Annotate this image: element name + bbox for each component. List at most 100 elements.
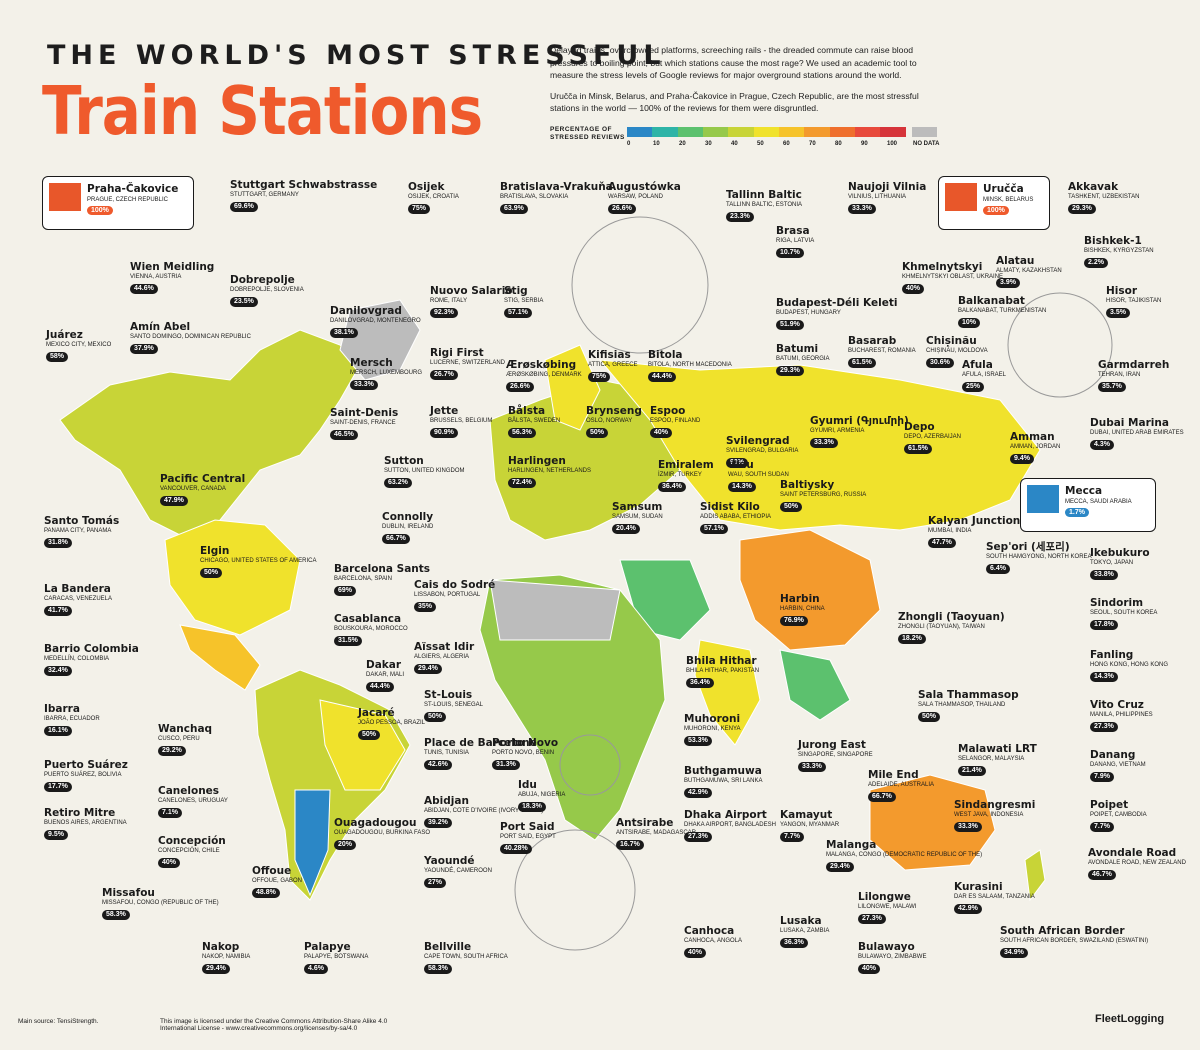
station-name: Lusaka xyxy=(780,915,822,927)
stress-value-badge: 38.1% xyxy=(330,328,358,338)
station-location: DUBLIN, IRELAND xyxy=(382,524,434,530)
station-location: BARCELONA, SPAIN xyxy=(334,576,392,582)
station-label: Harlingen HARLINGEN, NETHERLANDS 72.4% xyxy=(508,456,591,488)
station-location: DANANG, VIETNAM xyxy=(1090,762,1146,768)
legend-label: PERCENTAGE OF STRESSED REVIEWS xyxy=(550,126,625,141)
station-name: Sala Thammasop xyxy=(918,689,1019,701)
station-label: Missafou MISSAFOU, CONGO (REPUBLIC OF THE… xyxy=(102,888,219,920)
station-label: Pacific Central VANCOUVER, CANADA 47.9% xyxy=(160,474,245,506)
station-label: Akkavak TASHKENT, UZBEKISTAN 29.3% xyxy=(1068,182,1139,214)
station-label: Budapest-Déli Keleti BUDAPEST, HUNGARY 51.… xyxy=(776,298,897,330)
station-location: CONCEPCIÓN, CHILE xyxy=(158,848,220,854)
station-location: KHMELNYTSKYI OBLAST, UKRAINE xyxy=(902,274,1004,280)
station-location: STUTTGART, GERMANY xyxy=(230,192,299,198)
station-name: Mersch xyxy=(350,357,393,369)
station-label: Buthgamuwa BUTHGAMUWA, SRI LANKA 42.9% xyxy=(684,766,762,798)
station-name: Avondale Road xyxy=(1088,847,1177,859)
station-name: Barrio Colombia xyxy=(44,643,139,655)
station-label: Brasa RIGA, LATVIA 10.7% xyxy=(776,226,814,258)
stress-value-badge: 25% xyxy=(962,382,985,392)
station-location: CANELONES, URUGUAY xyxy=(158,798,228,804)
station-label: Afula AFULA, ISRAEL 25% xyxy=(962,360,1006,392)
station-label: Bhila Hithar BHILA HITHAR, PAKISTAN 36.4% xyxy=(686,656,759,688)
station-label: Khmelnytskyi KHMELNYTSKYI OBLAST, UKRAINE… xyxy=(902,262,1003,294)
stress-value-badge: 58.3% xyxy=(424,964,452,974)
station-label: Bitola BITOLA, NORTH MACEDONIA 44.4% xyxy=(648,350,732,382)
station-location: CANHOCA, ANGOLA xyxy=(684,938,743,944)
station-name: Bitola xyxy=(648,349,683,361)
station-location: DUBAI, UNITED ARAB EMIRATES xyxy=(1090,430,1184,436)
station-location: PORT SAID, EGYPT xyxy=(500,834,556,840)
station-label: Palapye PALAPYE, BOTSWANA 4.6% xyxy=(304,942,368,974)
legend-tick: 70 xyxy=(809,141,816,147)
station-location: BUENOS AIRES, ARGENTINA xyxy=(44,820,127,826)
station-location: SOUTH AFRICAN BORDER, SWAZILAND (ESWATIN… xyxy=(1000,938,1149,944)
station-label: Porto Novo PORTO NOVO, BENIN 31.3% xyxy=(492,738,558,770)
station-label: Wien Meidling VIENNA, AUSTRIA 44.6% xyxy=(130,262,214,294)
legend-swatch xyxy=(753,127,779,137)
station-location: CAPE TOWN, SOUTH AFRICA xyxy=(424,954,508,960)
station-label: Abidjan ABIDJAN, COTE D'IVOIRE (IVORY COA… xyxy=(424,796,543,828)
stress-value-badge: 51.9% xyxy=(776,320,804,330)
station-label: Bratislava-Vrakuňa BRATISLAVA, SLOVAKIA 63… xyxy=(500,182,613,214)
station-name: Osijek xyxy=(408,181,445,193)
legend-tick: 60 xyxy=(783,141,790,147)
station-label: Harbin HARBIN, CHINA 76.9% xyxy=(780,594,825,626)
stress-value-badge: 7.1% xyxy=(158,808,182,818)
legend-scale xyxy=(627,127,937,137)
region-usa xyxy=(164,519,301,636)
station-location: MANILA, PHILIPPINES xyxy=(1090,712,1153,718)
color-legend: PERCENTAGE OF STRESSED REVIEWS 0 10 20 30 40… xyxy=(550,124,950,154)
station-name: Juárez xyxy=(46,329,83,341)
station-name: Nuovo Salario xyxy=(430,285,513,297)
legend-swatch xyxy=(677,127,703,137)
region-canada xyxy=(59,329,361,541)
stress-value-badge: 16.1% xyxy=(44,726,72,736)
station-location: JOÃO PESSOA, BRAZIL xyxy=(358,720,426,726)
station-label: Dhaka Airport DHAKA AIRPORT, BANGLADESH 27… xyxy=(684,810,776,842)
station-name: Zhongli (Taoyuan) xyxy=(898,611,1005,623)
stress-value-badge: 35% xyxy=(414,602,437,612)
station-label: Basarab BUCHAREST, ROMANIA 61.5% xyxy=(848,336,916,368)
station-name: Emiralem xyxy=(658,459,714,471)
station-name: Harlingen xyxy=(508,455,566,467)
stress-value-badge: 66.7% xyxy=(868,792,896,802)
stress-value-badge: 1.7% xyxy=(1065,508,1089,517)
station-location: MISSAFOU, CONGO (REPUBLIC OF THE) xyxy=(102,900,219,906)
station-name: Ouagadougou xyxy=(334,817,417,829)
stress-value-badge: 29.3% xyxy=(1068,204,1096,214)
station-label: Kalyan Junction MUMBAI, INDIA 47.7% xyxy=(928,516,1020,548)
legend-tick: 90 xyxy=(861,141,868,147)
station-name: Gyumri (Գյումրի) xyxy=(810,415,909,427)
station-label: Ikebukuro TOKYO, JAPAN 33.8% xyxy=(1090,548,1150,580)
station-location: SVILENGRAD, BULGARIA xyxy=(726,448,799,454)
station-label: Place de Barcelone TUNIS, TUNISIA 42.6% xyxy=(424,738,537,770)
station-location: BRUSSELS, BELGIUM xyxy=(430,418,493,424)
stress-value-badge: 40% xyxy=(158,858,181,868)
stress-value-badge: 57.1% xyxy=(504,308,532,318)
station-label: Elgin CHICAGO, UNITED STATES OF AMERICA 50… xyxy=(200,546,316,578)
station-label: Cais do Sodré LISSABON, PORTUGAL 35% xyxy=(414,580,495,612)
station-label: Amman AMMAN, JORDAN 9.4% xyxy=(1010,432,1060,464)
stress-value-badge: 90.9% xyxy=(430,428,458,438)
station-label: Jurong East SINGAPORE, SINGAPORE 33.3% xyxy=(798,740,873,772)
stress-value-badge: 50% xyxy=(586,428,609,438)
station-name: Sidist Kilo xyxy=(700,501,760,513)
station-label: Sutton SUTTON, UNITED KINGDOM 63.2% xyxy=(384,456,465,488)
station-label: Dobrepolje DOBREPOLJE, SLOVENIA 23.5% xyxy=(230,275,304,307)
station-label: Dakar DAKAR, MALI 44.4% xyxy=(366,660,404,692)
station-location: BUTHGAMUWA, SRI LANKA xyxy=(684,778,763,784)
intro-text: Delayed trains, overcrowded platforms, s… xyxy=(550,44,945,123)
intro-paragraph-1: Delayed trains, overcrowded platforms, s… xyxy=(550,45,917,80)
station-location: VANCOUVER, CANADA xyxy=(160,486,226,492)
station-name: Bhila Hithar xyxy=(686,655,757,667)
station-name: Cais do Sodré xyxy=(414,579,496,591)
station-label: Chișinău CHIȘINĂU, MOLDOVA 30.6% xyxy=(926,336,988,368)
station-name: Baltiysky xyxy=(780,479,835,491)
station-label: Ouagadougou OUAGADOUGOU, BURKINA FASO 20% xyxy=(334,818,430,850)
region-mexico xyxy=(179,624,261,691)
station-label: Avondale Road AVONDALE ROAD, NEW ZEALAND 4… xyxy=(1088,848,1186,880)
stress-value-badge: 10% xyxy=(958,318,981,328)
legend-ticks: 0 10 20 30 40 50 60 70 80 90 100 NO DATA xyxy=(627,141,957,151)
stress-value-badge: 7.9% xyxy=(1090,772,1114,782)
